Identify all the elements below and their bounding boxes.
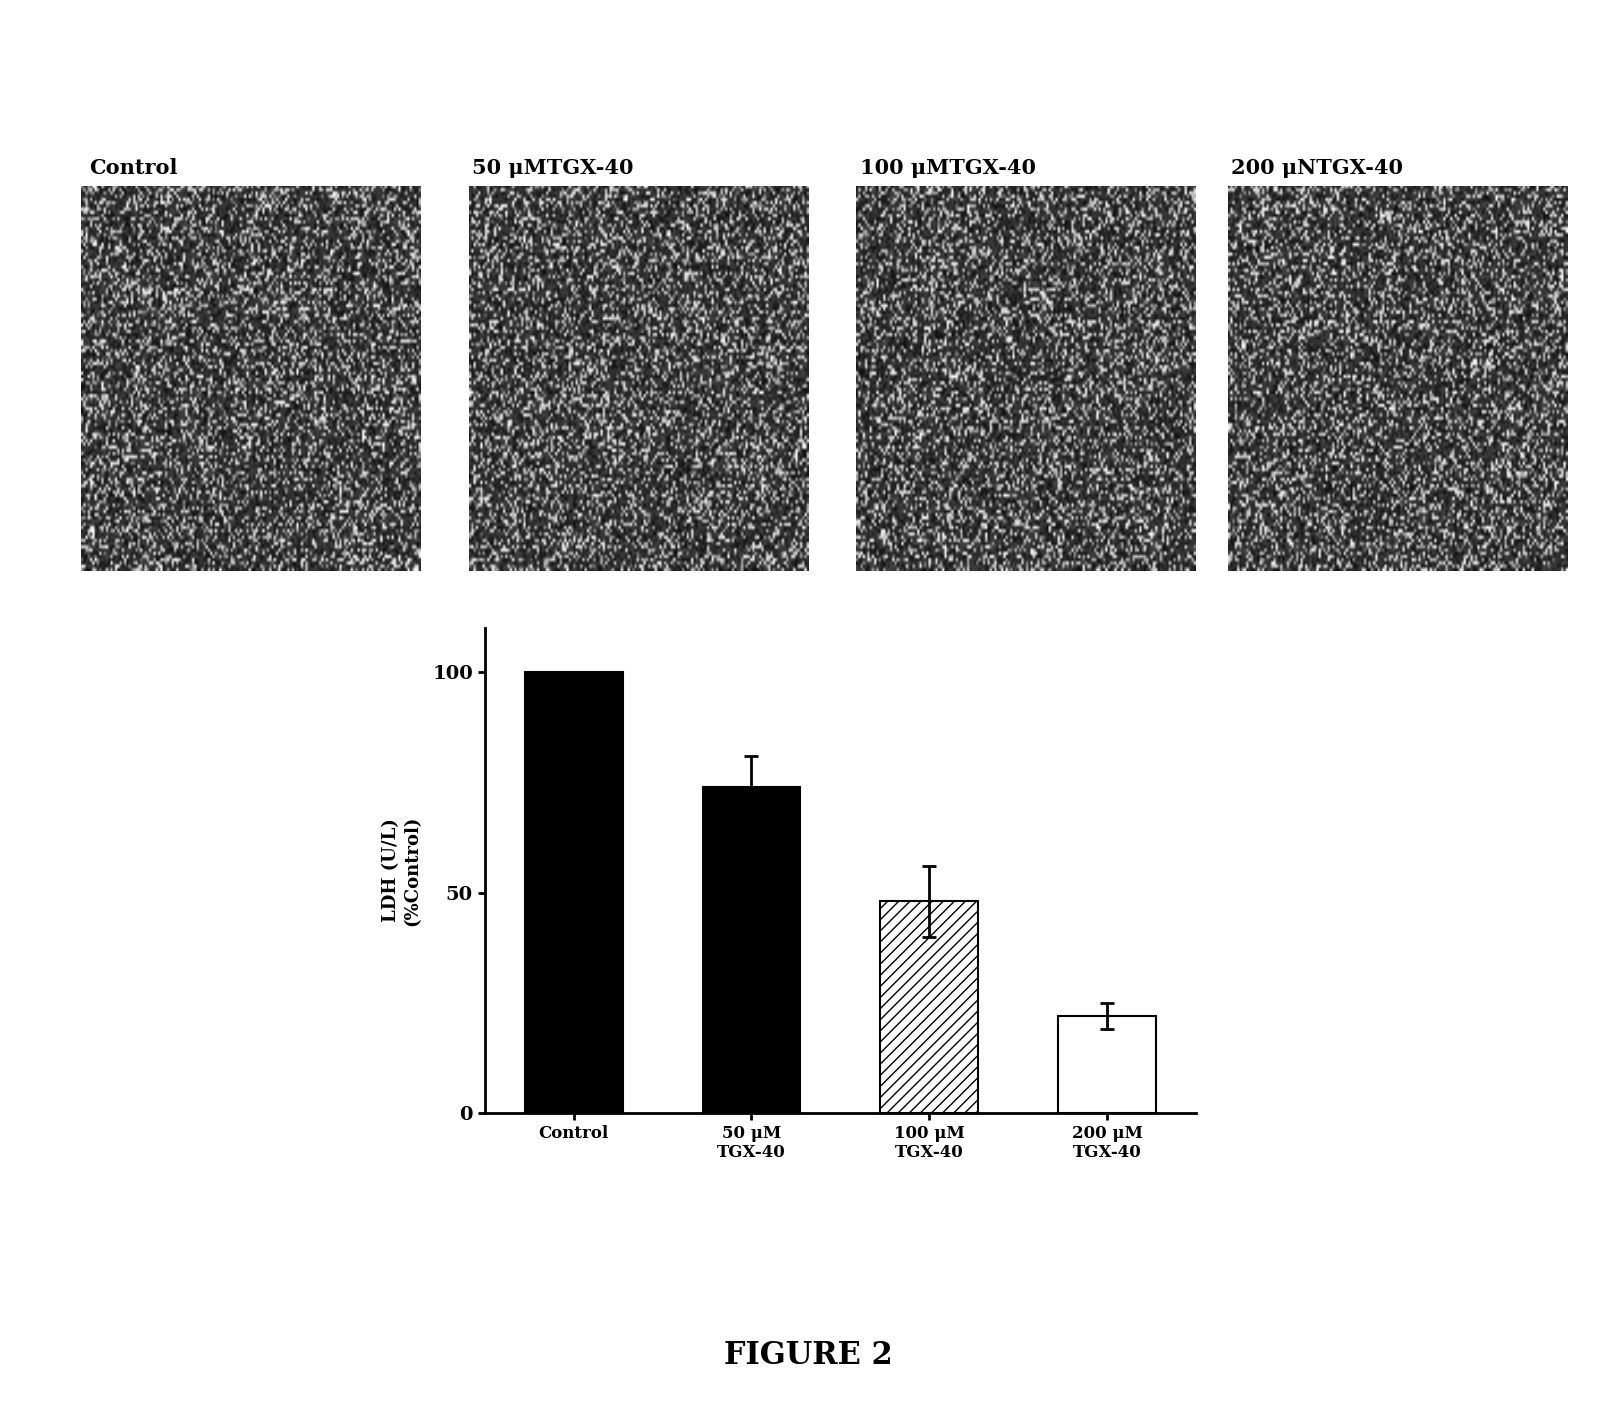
Text: Control: Control [89, 158, 178, 178]
Text: FIGURE 2: FIGURE 2 [724, 1340, 892, 1371]
Text: 200 μN​TGX-40: 200 μN​TGX-40 [1231, 158, 1403, 178]
Bar [525, 672, 622, 1113]
Text: 100 μMTGX-40: 100 μMTGX-40 [860, 158, 1036, 178]
Bar [881, 902, 978, 1113]
Bar [1058, 1016, 1155, 1113]
Y-axis label: LDH (U/L)
(%Control): LDH (U/L) (%Control) [383, 815, 422, 926]
Bar [703, 786, 800, 1113]
Text: 50 μMTGX-40: 50 μMTGX-40 [472, 158, 633, 178]
